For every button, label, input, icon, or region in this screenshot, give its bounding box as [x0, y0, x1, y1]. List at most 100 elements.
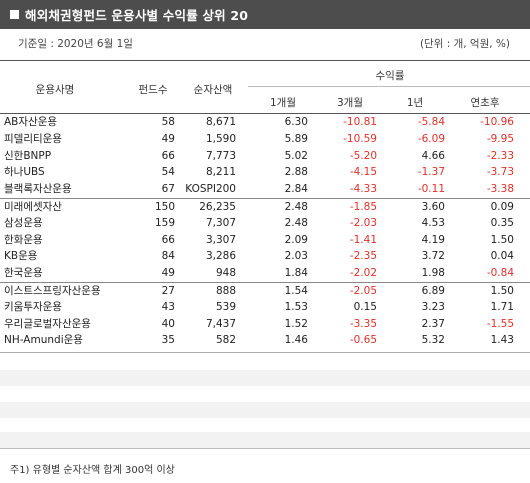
returns-header-divider: [248, 86, 530, 87]
table-row: 삼성운용 159 7,307 2.48 -2.03 4.53 0.35: [0, 215, 530, 232]
return-ytd-cell: 1.50: [490, 284, 514, 297]
manager-cell: 블랙록자산운용: [4, 183, 72, 196]
table-row: NH-Amundi운용 35 582 1.46 -0.65 5.32 1.43: [0, 332, 530, 349]
return-1y-cell: -1.37: [417, 166, 445, 179]
return-3m-cell: -5.20: [349, 149, 377, 162]
fund-count-cell: 43: [161, 300, 175, 313]
return-1y-cell: 1.98: [421, 267, 445, 280]
page-title: 해외채권형펀드 운용사별 수익률 상위 20: [25, 8, 249, 23]
fund-count-cell: 150: [154, 200, 175, 213]
return-ytd-cell: 0.04: [490, 250, 514, 263]
manager-cell: 삼성운용: [4, 216, 43, 229]
return-ytd-cell: -2.33: [486, 149, 514, 162]
return-3m-cell: -0.65: [349, 334, 377, 347]
return-ytd-cell: 1.50: [490, 233, 514, 246]
table-row: 한화운용 66 3,307 2.09 -1.41 4.19 1.50: [0, 232, 530, 249]
fund-count-cell: 49: [161, 132, 175, 145]
table-row: 한국운용 49 948 1.84 -2.02 1.98 -0.84: [0, 265, 530, 282]
return-3m-cell: -2.05: [349, 284, 377, 297]
return-1m-cell: 1.52: [284, 317, 308, 330]
fund-table-body: AB자산운용 58 8,671 6.30 -10.81 -5.84 -10.96 피델리티운용…: [0, 114, 530, 349]
return-3m-cell: -3.35: [349, 317, 377, 330]
return-ytd-cell: -1.55: [486, 317, 514, 330]
return-3m-cell: -4.15: [349, 166, 377, 179]
return-1y-cell: 3.23: [421, 300, 445, 313]
header-ytd: 연초후: [470, 97, 500, 109]
return-1m-cell: 1.46: [284, 334, 308, 347]
fund-count-cell: 27: [161, 284, 175, 297]
manager-cell: 한국운용: [4, 267, 43, 280]
return-1m-cell: 2.03: [284, 250, 308, 263]
return-3m-cell: -2.02: [349, 267, 377, 280]
return-ytd-cell: 0.35: [490, 216, 514, 229]
return-ytd-cell: -10.96: [480, 116, 514, 128]
aum-cell: 8,671: [205, 116, 236, 128]
header-3m: 3개월: [336, 97, 363, 109]
meta-line: 기준일 : 2020년 6월 1일 (단위 : 개, 억원, %): [0, 36, 530, 51]
table-top-divider: [0, 60, 530, 61]
empty-band: [0, 432, 530, 448]
aum-cell: 26,235: [199, 200, 236, 213]
table-row: 이스트스프링자산운용 27 888 1.54 -2.05 6.89 1.50: [0, 281, 530, 299]
table-bottom-divider: [0, 352, 530, 353]
fund-count-cell: 159: [154, 216, 175, 229]
return-1m-cell: 2.48: [284, 216, 308, 229]
manager-cell: KB운용: [4, 250, 38, 263]
base-date: 기준일 : 2020년 6월 1일: [18, 38, 133, 50]
header-manager: 운용사명: [35, 84, 75, 96]
aum-cell: 7,437: [205, 317, 236, 330]
table-row: 신한BNPP 66 7,773 5.02 -5.20 4.66 -2.33: [0, 148, 530, 165]
title-square-icon: [10, 10, 19, 19]
return-1m-cell: 1.54: [284, 284, 308, 297]
manager-cell: 이스트스프링자산운용: [4, 284, 101, 297]
return-1m-cell: 1.53: [284, 300, 308, 313]
return-1y-cell: 4.66: [421, 149, 445, 162]
fund-count-cell: 35: [161, 334, 175, 347]
return-ytd-cell: 0.09: [490, 200, 514, 213]
return-1y-cell: -5.84: [417, 116, 445, 128]
footnote: 주1) 유형별 순자산액 합계 300억 이상: [10, 465, 175, 476]
manager-cell: 피델리티운용: [4, 132, 62, 145]
manager-cell: 하나UBS: [4, 166, 45, 179]
return-1y-cell: 4.19: [421, 233, 445, 246]
return-1m-cell: 5.02: [284, 149, 308, 162]
unit-label: (단위 : 개, 억원, %): [419, 38, 510, 50]
manager-cell: 키움투자운용: [4, 300, 62, 313]
return-3m-cell: -1.85: [349, 200, 377, 213]
fund-count-cell: 66: [161, 149, 175, 162]
return-1y-cell: 4.53: [421, 216, 445, 229]
return-1y-cell: 5.32: [421, 334, 445, 347]
header-1m: 1개월: [269, 97, 296, 109]
fund-count-cell: 84: [161, 250, 175, 263]
table-row: AB자산운용 58 8,671 6.30 -10.81 -5.84 -10.96: [0, 114, 530, 131]
return-1y-cell: 6.89: [421, 284, 445, 297]
return-ytd-cell: -3.73: [486, 166, 514, 179]
aum-cell: 888: [215, 284, 236, 297]
return-ytd-cell: 1.71: [490, 300, 514, 313]
table-row: KB운용 84 3,286 2.03 -2.35 3.72 0.04: [0, 248, 530, 265]
header-aum: 순자산액: [193, 84, 233, 96]
return-ytd-cell: 1.43: [490, 334, 514, 347]
aum-cell: KOSPI200: [185, 183, 236, 196]
fund-count-cell: 54: [161, 166, 175, 179]
return-1m-cell: 1.84: [284, 267, 308, 280]
table-row: 하나UBS 54 8,211 2.88 -4.15 -1.37 -3.73: [0, 164, 530, 181]
return-1m-cell: 2.48: [284, 200, 308, 213]
return-ytd-cell: -0.84: [486, 267, 514, 280]
manager-cell: AB자산운용: [4, 116, 58, 128]
footnote-divider: [0, 448, 530, 449]
return-1m-cell: 2.84: [284, 183, 308, 196]
header-fund-count: 펀드수: [138, 84, 168, 96]
return-1m-cell: 2.09: [284, 233, 308, 246]
aum-cell: 3,307: [205, 233, 236, 246]
aum-cell: 1,590: [205, 132, 236, 145]
return-3m-cell: -4.33: [349, 183, 377, 196]
manager-cell: 미래에셋자산: [4, 200, 62, 213]
header-returns: 수익률: [375, 70, 405, 82]
fund-count-cell: 67: [161, 183, 175, 196]
return-1y-cell: 2.37: [421, 317, 445, 330]
return-1m-cell: 5.89: [284, 132, 308, 145]
manager-cell: NH-Amundi운용: [4, 334, 83, 347]
return-1y-cell: 3.60: [421, 200, 445, 213]
